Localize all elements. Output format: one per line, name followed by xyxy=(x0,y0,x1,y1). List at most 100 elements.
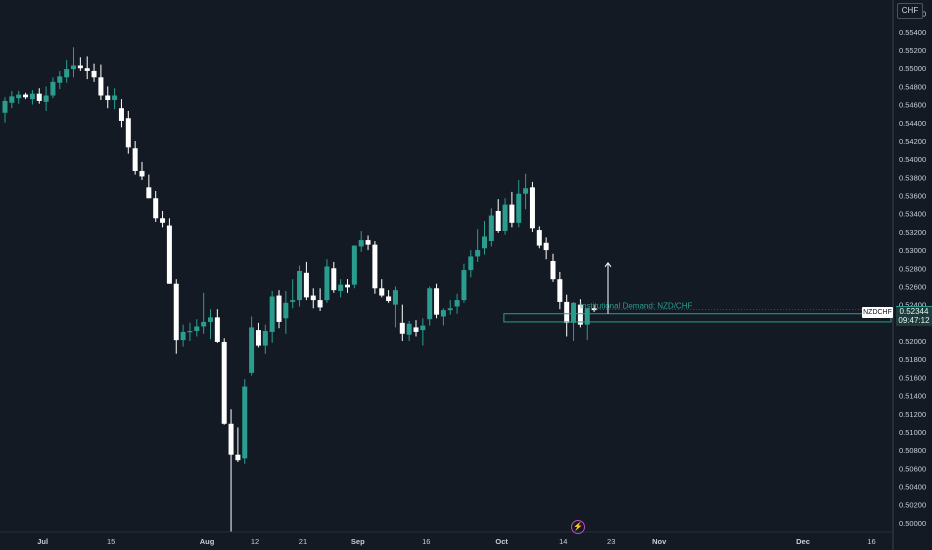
time-tick-label: Jul xyxy=(37,537,48,546)
currency-unit-badge[interactable]: CHF xyxy=(897,3,923,19)
candle-body xyxy=(23,94,29,98)
candle xyxy=(324,259,330,303)
candle xyxy=(495,199,501,233)
time-tick-label: 21 xyxy=(299,537,307,546)
candle xyxy=(447,300,453,315)
candle-body xyxy=(283,302,289,319)
candle xyxy=(488,208,494,247)
candle xyxy=(351,245,357,289)
candle xyxy=(406,321,412,342)
candle-body xyxy=(71,65,76,70)
price-tick-label: 0.51000 xyxy=(899,428,926,437)
time-tick-label: Oct xyxy=(495,537,508,546)
candle xyxy=(427,286,433,326)
candle xyxy=(249,316,255,376)
price-tick-label: 0.53800 xyxy=(899,173,926,182)
candle-body xyxy=(112,95,118,101)
candle-body xyxy=(180,331,186,341)
candle xyxy=(221,338,227,425)
candle-body xyxy=(509,204,515,223)
candle-body xyxy=(43,95,49,102)
candle xyxy=(36,88,42,104)
candle xyxy=(454,293,460,314)
time-axis[interactable]: Jul 15 Aug 12 21 Sep 16 Oct 14 23 Nov Dec 16 xyxy=(37,537,875,546)
candle-body xyxy=(153,198,159,219)
candle xyxy=(509,191,515,228)
candle-body xyxy=(249,327,255,373)
candle-body xyxy=(16,94,22,99)
candle xyxy=(153,190,159,222)
candle-body xyxy=(118,108,124,121)
candle xyxy=(125,110,131,154)
candle-body xyxy=(173,283,179,341)
candle xyxy=(166,218,172,284)
candle xyxy=(146,174,152,199)
candle-body xyxy=(166,225,172,284)
candle-body xyxy=(228,423,234,455)
candle xyxy=(290,279,296,309)
candle xyxy=(310,288,316,309)
price-tick-label: 0.50400 xyxy=(899,483,926,492)
candle-body xyxy=(434,288,440,315)
symbol-label: NZDCHF xyxy=(862,307,893,318)
candle xyxy=(180,324,186,347)
candle xyxy=(50,77,56,99)
candle-body xyxy=(543,242,549,251)
candle-body xyxy=(413,327,419,332)
candle xyxy=(536,226,542,249)
price-tick-label: 0.51600 xyxy=(899,373,926,382)
candle-body xyxy=(187,331,193,333)
candle xyxy=(502,198,508,235)
time-tick-label: 16 xyxy=(422,537,430,546)
price-tick-label: 0.55400 xyxy=(899,28,926,37)
candle xyxy=(392,286,398,328)
current-price-value: 0.52344 xyxy=(899,307,929,316)
candle xyxy=(303,261,309,301)
candle xyxy=(461,263,467,303)
price-tick-label: 0.52000 xyxy=(899,337,926,346)
candle-body xyxy=(303,272,309,298)
candle xyxy=(228,409,234,532)
candle xyxy=(516,180,522,228)
candle xyxy=(208,309,213,340)
candle-body xyxy=(536,230,542,246)
candle-body xyxy=(475,250,481,257)
price-tick-label: 0.54400 xyxy=(899,119,926,128)
candle-body xyxy=(338,284,344,292)
bar-countdown: 09:47:12 xyxy=(898,316,930,325)
candle xyxy=(2,97,8,123)
candle xyxy=(543,237,549,260)
candle xyxy=(91,63,97,82)
candle-body xyxy=(331,268,337,291)
candle xyxy=(365,235,371,251)
price-tick-label: 0.50200 xyxy=(899,501,926,510)
price-axis[interactable]: 0.556000.554000.552000.550000.548000.546… xyxy=(899,10,926,528)
candle-body xyxy=(139,170,145,177)
candle-body xyxy=(495,210,501,231)
candle-body xyxy=(358,240,364,247)
candle xyxy=(43,86,49,111)
candle-body xyxy=(290,300,296,302)
candle-body xyxy=(297,271,303,301)
candle xyxy=(345,279,350,293)
price-tick-label: 0.55000 xyxy=(899,64,926,73)
candle xyxy=(482,220,487,255)
lightning-icon[interactable]: ⚡ xyxy=(571,520,585,534)
candle-body xyxy=(550,260,556,280)
candle-body xyxy=(208,317,213,322)
candle xyxy=(269,291,275,343)
candle-body xyxy=(276,295,282,322)
candle xyxy=(242,379,248,464)
candle xyxy=(118,99,124,128)
candle xyxy=(214,309,220,343)
candle-body xyxy=(221,341,227,424)
candle-body xyxy=(584,308,590,325)
candle-body xyxy=(310,295,316,301)
candle xyxy=(475,229,481,262)
price-tick-label: 0.53400 xyxy=(899,210,926,219)
candle-body xyxy=(557,279,563,302)
time-tick-label: 12 xyxy=(251,537,259,546)
candle-body xyxy=(571,302,577,323)
candle-body xyxy=(379,288,385,296)
